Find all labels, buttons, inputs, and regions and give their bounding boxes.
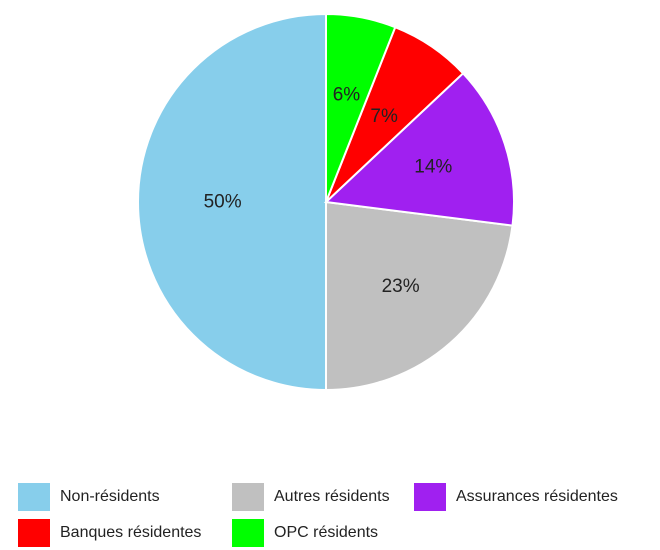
pie-label-opc-residents: 6% [333, 84, 361, 105]
pie-labels: 50% 23% 14% 7% 6% [204, 84, 453, 297]
pie-label-banques-residentes: 7% [370, 106, 398, 127]
pie-label-non-residents: 50% [204, 192, 242, 213]
pie-label-autres-residents: 23% [382, 276, 420, 297]
pie-label-assurances-residentes: 14% [414, 157, 452, 178]
pie-slice-assurances-residentes [323, 71, 515, 227]
pie-slice-non-residents [137, 12, 327, 392]
pie-slice-opc-residents [325, 12, 397, 203]
pie-slice-autres-residents [325, 200, 514, 392]
pie-slices [137, 12, 515, 392]
